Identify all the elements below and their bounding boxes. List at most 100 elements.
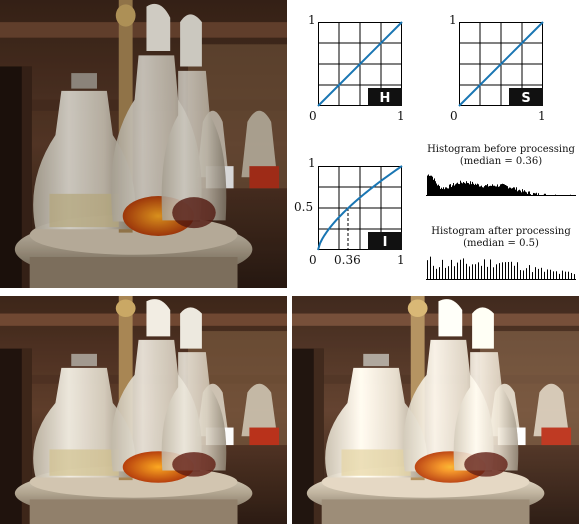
hist-bar [530, 194, 531, 196]
hist-bar [494, 185, 495, 196]
hist-bar [556, 271, 557, 280]
grid [318, 166, 402, 250]
hist-bar [496, 186, 497, 196]
hist-bar [518, 190, 519, 196]
hist-bar [484, 259, 485, 280]
hist-bar [430, 175, 431, 196]
hist-bar [448, 188, 449, 196]
curve-s [458, 21, 544, 107]
hist-bar [432, 176, 433, 196]
label-h: H [380, 91, 391, 106]
hist-bar [493, 267, 494, 280]
hist-bar [455, 184, 456, 196]
hist-bar [524, 190, 525, 196]
hist-bar [535, 267, 536, 280]
photo-processed-b [292, 296, 579, 524]
label-i: I [383, 235, 388, 250]
hist-bar [469, 184, 470, 196]
i-xleft: 0 [309, 253, 317, 267]
hist-bar [519, 189, 520, 196]
hist-bar [543, 194, 544, 196]
hist-bar [473, 183, 474, 196]
hist-bar [433, 179, 434, 196]
hist-bar [447, 188, 448, 196]
hist-bar [451, 187, 452, 196]
hist-bar [468, 183, 469, 196]
hist-bar [513, 187, 514, 196]
hist-bar [538, 268, 539, 280]
hist-bar [562, 270, 563, 280]
i-ymid: 0.5 [294, 200, 314, 214]
hist-bar [505, 262, 506, 280]
hist-bar [526, 192, 527, 196]
hist-bar [536, 192, 537, 196]
hist-bar [496, 264, 497, 280]
hist-bar [467, 182, 468, 196]
hist-bar [525, 191, 526, 196]
hist-bar [517, 262, 518, 280]
hist-bar [431, 175, 432, 196]
hist-bar [538, 193, 539, 196]
hist-bar [457, 182, 458, 196]
hist-bar [452, 185, 453, 196]
hist-bar [510, 187, 511, 196]
hist-bar [516, 187, 517, 196]
hist-bar [547, 269, 548, 280]
hist-bar [481, 265, 482, 280]
hist-bar [479, 186, 480, 196]
hist-bar [545, 193, 546, 196]
hist-bar [541, 267, 542, 280]
hist-bar [523, 270, 524, 280]
hist-bar [440, 188, 441, 196]
hist-bar [503, 184, 504, 196]
hist-bar [472, 181, 473, 196]
hist-bar [493, 185, 494, 196]
hist-bar [450, 184, 451, 196]
hist-bar [475, 183, 476, 196]
hist-bar [445, 187, 446, 196]
hist-bar [444, 189, 445, 196]
hist-bar [500, 184, 501, 196]
i-xright: 1 [397, 253, 405, 267]
hist-bar [502, 183, 503, 196]
hist-bar [509, 187, 510, 196]
hist-after-title: Histogram after processing [431, 226, 571, 237]
hist-before-median: (median = 0.36) [459, 156, 543, 167]
hist-bar [505, 185, 506, 196]
hist-bar [506, 185, 507, 196]
hist-bar [442, 259, 443, 280]
hist-bar [485, 185, 486, 196]
hist-bar [448, 266, 449, 280]
hist-bar [499, 263, 500, 280]
hist-bar [514, 265, 515, 280]
hist-bar [457, 262, 458, 280]
h-xleft: 0 [309, 109, 317, 123]
hist-bar [465, 183, 466, 196]
h-xright: 1 [397, 109, 405, 123]
hist-bar [508, 262, 509, 280]
hist-bar [547, 195, 548, 196]
hist-bar [528, 191, 529, 196]
hist-bar [529, 191, 530, 196]
hist-bar [466, 181, 467, 196]
hist-bar [446, 187, 447, 196]
hist-bar [462, 183, 463, 196]
hist-bar [499, 186, 500, 196]
photo-processed-a [0, 296, 287, 524]
curve-i [317, 165, 403, 251]
hist-bar [487, 266, 488, 280]
hist-bar [470, 181, 471, 196]
hist-bar [443, 187, 444, 196]
photo-original [0, 0, 287, 288]
hist-bar [438, 184, 439, 196]
hist-bar [434, 178, 435, 196]
hist-bar [427, 175, 428, 196]
hist-bar [478, 262, 479, 280]
hist-bar [458, 183, 459, 196]
hist-bar [466, 263, 467, 280]
hist-bar [574, 274, 575, 280]
i-xmid: 0.36 [334, 253, 361, 267]
hist-bar [435, 181, 436, 196]
hist-bar [490, 259, 491, 280]
hist-bar [504, 184, 505, 196]
